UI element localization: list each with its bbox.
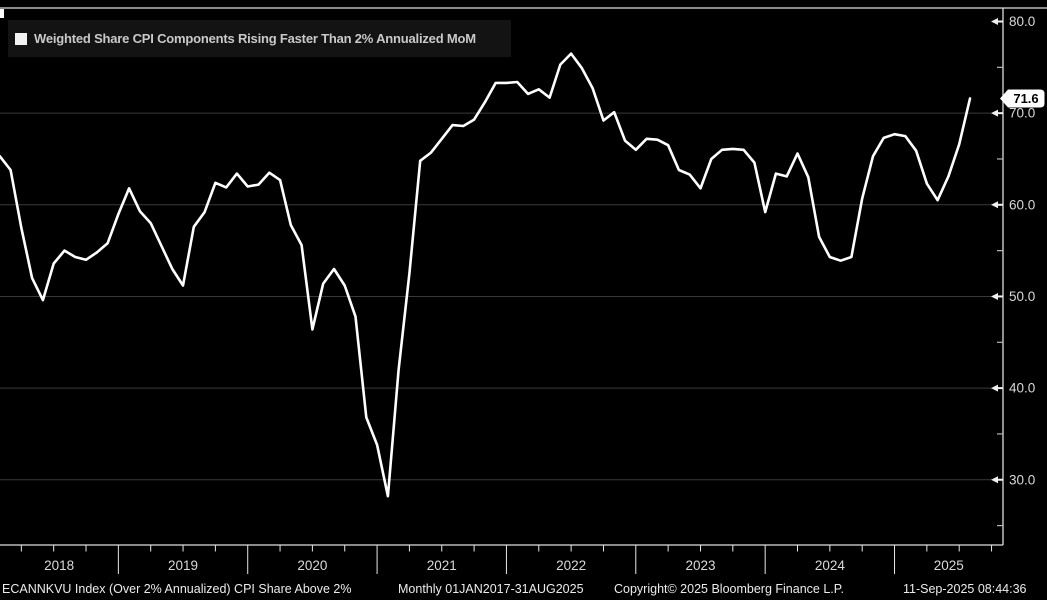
- status-bar: ECANNKVU Index (Over 2% Annualized) CPI …: [0, 578, 1047, 600]
- y-major-tick-arrow-icon: [991, 476, 998, 484]
- x-year-label: 2018: [44, 558, 74, 573]
- y-tick-label: 60.0: [1009, 197, 1035, 212]
- x-year-label: 2019: [168, 558, 198, 573]
- last-value-tag: [1000, 89, 1045, 108]
- y-tick-label: 30.0: [1009, 472, 1035, 487]
- legend-series-label: Weighted Share CPI Components Rising Fas…: [34, 31, 476, 46]
- x-year-label: 2022: [556, 558, 586, 573]
- window-corner-mark: [0, 9, 4, 18]
- y-major-tick-arrow-icon: [991, 201, 998, 209]
- y-major-tick-arrow-icon: [991, 292, 998, 300]
- render-timestamp: 11-Sep-2025 08:44:36: [903, 582, 1027, 596]
- copyright-text: Copyright© 2025 Bloomberg Finance L.P.: [614, 582, 844, 596]
- x-year-label: 2020: [297, 558, 327, 573]
- x-year-label: 2024: [815, 558, 846, 573]
- last-value-label: 71.6: [1013, 91, 1038, 106]
- x-year-label: 2023: [685, 558, 715, 573]
- legend-series-swatch-icon: [15, 32, 27, 45]
- x-year-label: 2025: [934, 558, 964, 573]
- chart-plot-area: 80.0 70.0 60.0 50.0 40.0 30.0 2018 2019 2020 2021…: [0, 7, 1047, 574]
- y-tick-label: 50.0: [1009, 289, 1035, 304]
- cpi-breadth-line-chart: 80.0 70.0 60.0 50.0 40.0 30.0 2018 2019 2020 2021…: [0, 7, 1047, 574]
- y-tick-label: 40.0: [1009, 381, 1035, 396]
- ticker-description: ECANNKVU Index (Over 2% Annualized) CPI …: [2, 582, 352, 596]
- y-major-tick-arrow-icon: [991, 109, 998, 117]
- x-year-label: 2021: [427, 558, 457, 573]
- frequency-date-range: Monthly 01JAN2017-31AUG2025: [398, 582, 584, 596]
- series-line: [0, 52, 972, 498]
- y-major-tick-arrow-icon: [991, 384, 998, 392]
- y-major-tick-arrow-icon: [991, 18, 998, 25]
- chart-legend[interactable]: Weighted Share CPI Components Rising Fas…: [8, 20, 511, 57]
- y-tick-label: 80.0: [1009, 14, 1035, 29]
- y-tick-label: 70.0: [1009, 106, 1035, 121]
